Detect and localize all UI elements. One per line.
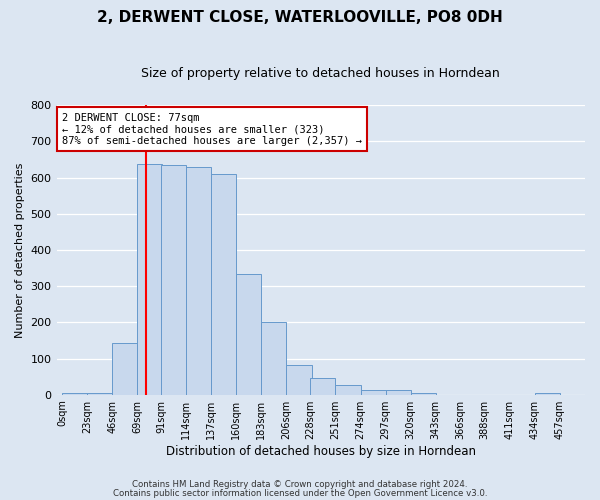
Bar	[335, 384, 361, 394]
Bar	[211, 174, 236, 394]
Title: Size of property relative to detached houses in Horndean: Size of property relative to detached ho…	[142, 68, 500, 80]
Bar	[137, 164, 162, 394]
Text: Contains public sector information licensed under the Open Government Licence v3: Contains public sector information licen…	[113, 488, 487, 498]
Bar	[286, 364, 311, 394]
Bar	[535, 393, 560, 394]
Bar	[262, 322, 286, 394]
Text: 2, DERWENT CLOSE, WATERLOOVILLE, PO8 0DH: 2, DERWENT CLOSE, WATERLOOVILLE, PO8 0DH	[97, 10, 503, 25]
Text: 2 DERWENT CLOSE: 77sqm
← 12% of detached houses are smaller (323)
87% of semi-de: 2 DERWENT CLOSE: 77sqm ← 12% of detached…	[62, 112, 362, 146]
X-axis label: Distribution of detached houses by size in Horndean: Distribution of detached houses by size …	[166, 444, 476, 458]
Bar	[112, 344, 137, 394]
Bar	[361, 390, 386, 394]
Bar	[310, 378, 335, 394]
Bar	[87, 393, 112, 394]
Y-axis label: Number of detached properties: Number of detached properties	[15, 162, 25, 338]
Bar	[161, 165, 186, 394]
Bar	[236, 274, 262, 394]
Bar	[62, 393, 87, 394]
Text: Contains HM Land Registry data © Crown copyright and database right 2024.: Contains HM Land Registry data © Crown c…	[132, 480, 468, 489]
Bar	[410, 393, 436, 394]
Bar	[186, 167, 211, 394]
Bar	[386, 390, 410, 394]
